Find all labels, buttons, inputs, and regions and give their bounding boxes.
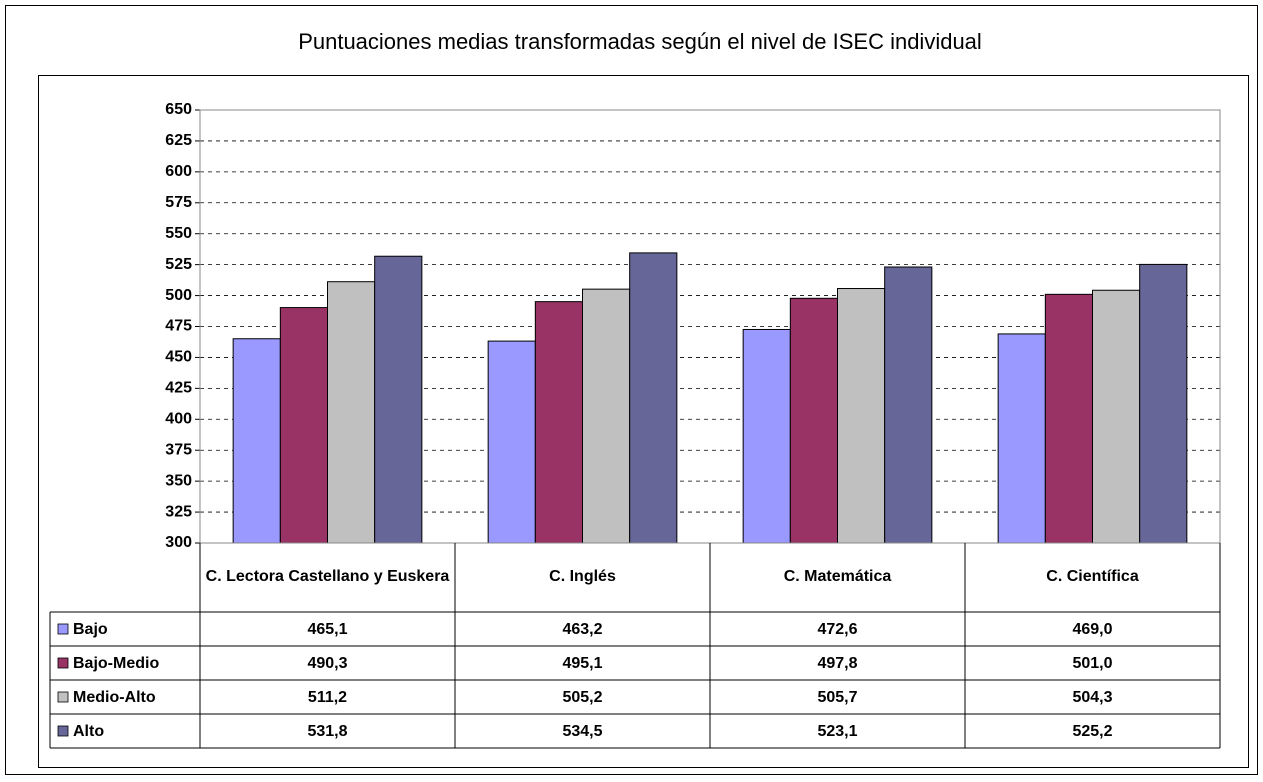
bar xyxy=(629,252,678,544)
y-tick-label: 575 xyxy=(165,194,192,211)
x-tick-label: C. Científica xyxy=(1046,568,1139,586)
bar xyxy=(742,328,791,544)
chart-title: Puntuaciones medias transformadas según … xyxy=(298,29,982,54)
y-tick-label: 600 xyxy=(165,163,192,180)
value-label: 525,2 xyxy=(1072,723,1112,740)
bar xyxy=(789,297,839,544)
value-label: 472,6 xyxy=(817,621,857,638)
category-cell: C. Científica xyxy=(1046,568,1139,586)
bar xyxy=(374,255,423,544)
y-tick-label: 525 xyxy=(165,256,192,273)
legend-label: Medio-Alto xyxy=(73,689,156,706)
y-tick-label: 500 xyxy=(165,287,192,304)
value-label: 534,5 xyxy=(562,723,602,740)
y-tick-label: 350 xyxy=(165,472,192,489)
legend-label: Alto xyxy=(73,723,104,740)
y-tick-label: 400 xyxy=(165,411,192,428)
value-label: 495,1 xyxy=(562,655,602,672)
legend-swatch xyxy=(57,657,69,669)
bar xyxy=(1044,293,1093,544)
bar xyxy=(1139,263,1188,544)
value-label: 505,2 xyxy=(562,689,602,706)
value-label: 523,1 xyxy=(817,723,857,740)
y-tick-label: 425 xyxy=(165,380,192,397)
value-label: 511,2 xyxy=(308,689,347,706)
y-tick-label: 550 xyxy=(165,225,192,242)
bar xyxy=(279,307,329,544)
y-tick-label: 375 xyxy=(165,441,192,458)
value-label: 504,3 xyxy=(1072,689,1112,706)
bar xyxy=(1092,289,1141,544)
value-label: 465,1 xyxy=(307,621,347,638)
legend-swatch xyxy=(57,725,69,737)
y-tick-label: 475 xyxy=(165,318,192,335)
value-label: 505,7 xyxy=(817,689,857,706)
plot-frame xyxy=(38,75,1249,768)
bar xyxy=(582,288,631,544)
bar xyxy=(327,281,376,544)
legend-label: Bajo xyxy=(73,621,108,638)
category-cell: C. Matemática xyxy=(783,568,892,586)
value-label: 463,2 xyxy=(562,621,602,638)
legend-swatch xyxy=(57,623,69,635)
bar xyxy=(997,333,1046,544)
bar xyxy=(232,338,281,544)
value-label: 490,3 xyxy=(307,655,347,672)
value-label: 531,8 xyxy=(307,723,347,740)
y-tick-label: 650 xyxy=(165,101,192,118)
y-tick-label: 625 xyxy=(165,132,192,149)
y-tick-label: 300 xyxy=(165,534,192,551)
legend-label: Bajo-Medio xyxy=(73,655,159,672)
category-cell: C. Lectora Castellano y Euskera xyxy=(205,568,450,586)
value-label: 501,0 xyxy=(1072,655,1112,672)
x-tick-label: C. Lectora Castellano y Euskera xyxy=(205,568,450,586)
legend-swatch xyxy=(57,691,69,703)
category-cell: C. Inglés xyxy=(549,568,616,586)
bar xyxy=(534,301,584,544)
bar xyxy=(837,288,886,544)
bar xyxy=(487,340,536,544)
value-label: 497,8 xyxy=(817,655,857,672)
y-tick-label: 325 xyxy=(165,503,192,520)
x-tick-label: C. Matemática xyxy=(783,568,892,586)
x-tick-label: C. Inglés xyxy=(549,568,616,586)
bar xyxy=(884,266,933,544)
y-tick-label: 450 xyxy=(165,349,192,366)
value-label: 469,0 xyxy=(1072,621,1112,638)
